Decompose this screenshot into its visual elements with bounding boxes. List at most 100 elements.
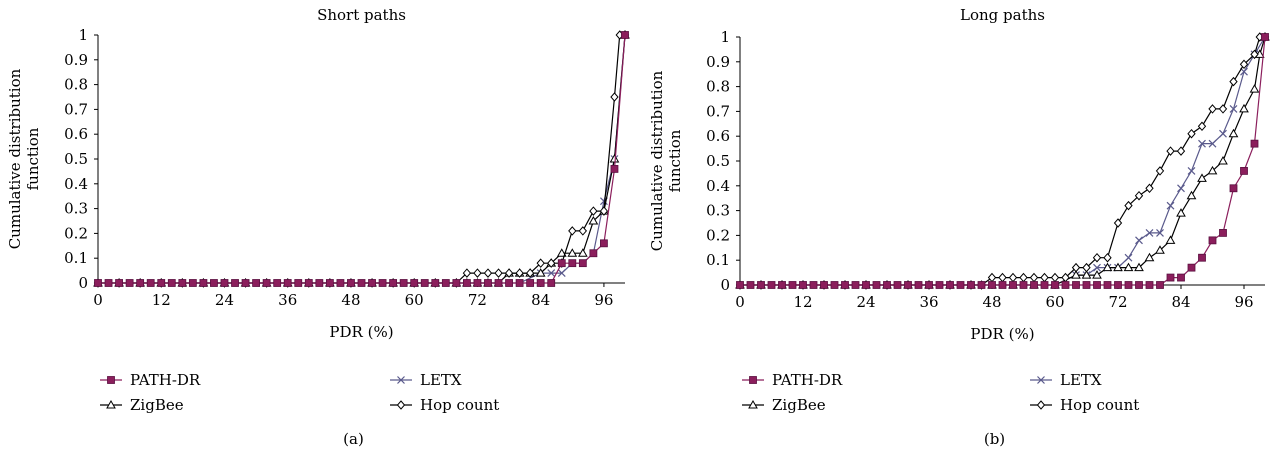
x-tick-label: 60	[1045, 293, 1064, 311]
data-point	[883, 281, 891, 289]
data-point	[1050, 272, 1060, 283]
data-point	[1071, 262, 1081, 273]
data-point	[988, 281, 996, 289]
legend: PATH-DR LETX ZigBee Hop count	[742, 371, 1139, 414]
data-point	[851, 281, 860, 289]
data-point	[568, 259, 577, 268]
y-axis-label-line: Cumulative distribution	[6, 68, 24, 249]
chart-title: Short paths	[317, 6, 406, 24]
data-point	[167, 279, 176, 287]
data-point	[1250, 139, 1259, 148]
data-point	[1239, 103, 1249, 113]
data-point	[820, 281, 828, 289]
data-point	[1240, 67, 1248, 76]
data-point	[1239, 59, 1249, 70]
data-point	[799, 281, 807, 289]
data-point	[1040, 281, 1049, 289]
panel-label: (a)	[343, 430, 364, 448]
y-tick-label: 0.6	[706, 127, 730, 145]
y-tick-label: 0.8	[706, 78, 730, 96]
data-point	[1135, 236, 1143, 245]
data-point	[1198, 139, 1206, 148]
legend: PATH-DR LETX ZigBee Hop count	[100, 371, 499, 414]
data-point	[547, 258, 556, 268]
data-point	[231, 279, 239, 287]
data-point	[1134, 262, 1144, 272]
legend-item: ZigBee	[742, 396, 826, 414]
legend-label: ZigBee	[130, 396, 184, 414]
y-axis-label: Cumulative distributionfunction	[6, 68, 42, 249]
data-point	[1198, 253, 1206, 262]
data-point	[484, 279, 492, 287]
data-point	[1051, 281, 1059, 289]
data-point	[621, 31, 629, 39]
data-point	[599, 206, 609, 216]
data-point	[1008, 272, 1018, 283]
data-point	[1166, 201, 1175, 210]
data-point	[325, 279, 334, 287]
data-point	[1040, 272, 1049, 283]
series-line	[98, 34, 625, 284]
data-point	[1207, 165, 1218, 175]
x-tick-label: 24	[215, 291, 234, 309]
legend-label: Hop count	[1060, 396, 1139, 414]
legend-label: LETX	[420, 371, 462, 389]
data-point	[778, 281, 786, 289]
data-point	[1166, 146, 1175, 156]
data-point	[567, 248, 578, 257]
data-point	[1250, 49, 1259, 60]
legend-item: PATH-DR	[100, 371, 201, 389]
data-point	[1092, 270, 1102, 279]
x-tick-label: 84	[531, 291, 550, 309]
legend-item: LETX	[1030, 371, 1102, 389]
series-line	[740, 36, 1266, 286]
data-point	[1229, 104, 1238, 113]
series-zigbee	[93, 29, 630, 287]
data-point	[283, 279, 292, 287]
data-point	[536, 279, 545, 287]
data-point	[967, 281, 975, 289]
y-axis-label-line: function	[666, 129, 684, 192]
x-tick-label: 96	[594, 291, 613, 309]
data-point	[1124, 281, 1133, 289]
x-tick-label: 36	[919, 293, 938, 311]
data-point	[1176, 146, 1186, 156]
y-axis-label-line: function	[24, 127, 42, 190]
chart-title: Long paths	[960, 6, 1045, 24]
data-point	[1187, 128, 1196, 139]
data-point	[494, 268, 503, 278]
data-point	[410, 279, 419, 287]
data-point	[494, 279, 503, 287]
data-point	[368, 279, 376, 287]
data-point	[1187, 166, 1196, 175]
y-tick-label: 0.9	[64, 51, 88, 69]
legend-marker	[397, 376, 405, 384]
x-tick-label: 96	[1234, 293, 1253, 311]
data-point	[115, 279, 123, 287]
y-tick-label: 1	[720, 28, 730, 46]
y-tick-label: 0.8	[64, 76, 88, 94]
series-line	[98, 34, 626, 284]
data-point	[157, 279, 166, 287]
data-point	[904, 281, 912, 289]
data-point	[1030, 281, 1038, 289]
legend-label: PATH-DR	[772, 371, 843, 389]
data-point	[535, 268, 546, 277]
data-point	[998, 272, 1007, 283]
data-point	[1102, 262, 1113, 272]
data-point	[1228, 128, 1239, 138]
data-point	[1019, 281, 1028, 289]
data-point	[1208, 104, 1217, 114]
data-point	[473, 279, 482, 287]
legend-marker	[749, 376, 757, 384]
data-point	[1229, 184, 1238, 193]
data-point	[441, 279, 450, 287]
data-point	[536, 258, 545, 268]
data-point	[1072, 281, 1080, 289]
data-point	[199, 279, 208, 287]
data-point	[610, 165, 619, 173]
series-zigbee	[735, 31, 1270, 289]
data-point	[1187, 263, 1196, 272]
data-point	[556, 248, 567, 257]
data-point	[1166, 273, 1175, 282]
